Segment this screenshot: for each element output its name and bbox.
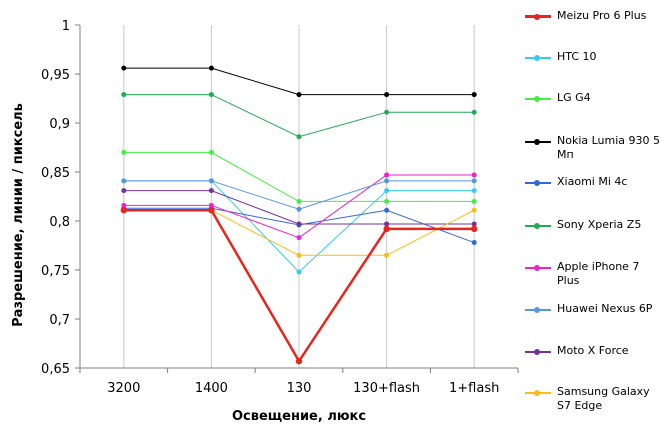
- y-tick-label: 0,7: [49, 313, 70, 328]
- legend-label: Sony Xperia Z5: [557, 218, 642, 231]
- legend-label: HTC 10: [557, 50, 597, 63]
- y-tick-label: 0,95: [41, 68, 70, 83]
- legend-label: Samsung Galaxy S7 Edge: [557, 385, 650, 412]
- series-0: [120, 207, 478, 365]
- data-point: [208, 65, 214, 71]
- y-tick-label: 0,9: [49, 117, 70, 132]
- data-point: [208, 92, 214, 98]
- data-point: [295, 357, 303, 365]
- chart: 0,65 0,7 0,75 0,8 0,85 0,9 0,95 1 3200 1400 130 13…: [11, 19, 519, 424]
- data-point: [208, 149, 214, 155]
- data-point: [121, 149, 127, 155]
- legend-marker: [534, 14, 540, 20]
- series-3: [121, 65, 477, 98]
- legend-marker: [534, 139, 540, 145]
- data-point: [121, 65, 127, 71]
- data-point: [471, 188, 477, 194]
- series-layer: [120, 65, 478, 365]
- data-point: [471, 207, 477, 213]
- data-point: [296, 198, 302, 204]
- legend-marker: [534, 223, 540, 229]
- series-8: [121, 188, 477, 227]
- y-tick-label: 0,75: [41, 264, 70, 279]
- data-point: [208, 188, 214, 194]
- data-point: [296, 134, 302, 140]
- data-point: [296, 269, 302, 275]
- data-point: [471, 198, 477, 204]
- data-point: [384, 172, 390, 178]
- legend-label: Apple iPhone 7 Plus: [557, 260, 640, 287]
- x-tick-label: 1+flash: [449, 381, 499, 396]
- data-point: [296, 235, 302, 241]
- legend-marker: [534, 55, 540, 61]
- data-point: [208, 178, 214, 184]
- legend-marker: [534, 307, 540, 313]
- y-tick-label: 0,8: [49, 215, 70, 230]
- data-point: [384, 198, 390, 204]
- y-axis-title: Разрешение, линии / пиксель: [11, 103, 26, 327]
- legend-label: Huawei Nexus 6P: [557, 302, 653, 315]
- data-point: [471, 109, 477, 115]
- data-point: [121, 92, 127, 98]
- y-tick-label: 0,65: [41, 362, 70, 377]
- series-2: [121, 149, 477, 204]
- legend-label: Nokia Lumia 930 5 Мп: [557, 134, 661, 161]
- data-point: [384, 92, 390, 98]
- data-point: [471, 92, 477, 98]
- data-point: [384, 178, 390, 184]
- data-point: [121, 178, 127, 184]
- series-7: [121, 178, 477, 212]
- x-tick-label: 1400: [195, 381, 228, 396]
- data-point: [471, 172, 477, 178]
- data-point: [121, 202, 127, 208]
- legend-marker: [534, 349, 540, 355]
- data-point: [121, 188, 127, 194]
- data-point: [471, 240, 477, 246]
- series-5: [121, 92, 477, 140]
- legend: Meizu Pro 6 Plus HTC 10 LG G4 Nokia Lumia 9…: [521, 0, 662, 441]
- y-tick-label: 1: [62, 19, 70, 34]
- grid: [79, 25, 518, 369]
- legend-label: Xiaomi Mi 4c: [557, 175, 628, 188]
- data-point: [296, 92, 302, 98]
- legend-marker: [534, 180, 540, 186]
- data-point: [296, 206, 302, 212]
- series-6: [121, 172, 477, 241]
- data-point: [384, 109, 390, 115]
- data-point: [208, 202, 214, 208]
- data-point: [120, 207, 128, 214]
- legend-label: LG G4: [557, 91, 591, 104]
- data-point: [384, 207, 390, 213]
- data-point: [384, 188, 390, 194]
- data-point: [471, 221, 477, 227]
- data-point: [471, 225, 478, 233]
- y-tick-label: 0,85: [41, 166, 70, 181]
- data-point: [296, 221, 302, 227]
- x-tick-label: 130: [287, 381, 312, 396]
- data-point: [296, 252, 302, 258]
- legend-label: Moto X Force: [557, 344, 629, 357]
- y-axis-ticks: 0,65 0,7 0,75 0,8 0,85 0,9 0,95 1: [41, 19, 80, 377]
- x-axis-title: Освещение, люкс: [232, 409, 366, 424]
- legend-marker: [534, 96, 540, 102]
- data-point: [471, 178, 477, 184]
- x-tick-label: 130+flash: [353, 381, 420, 396]
- legend-marker: [534, 390, 540, 396]
- legend-label: Meizu Pro 6 Plus: [557, 9, 647, 22]
- data-point: [383, 225, 390, 233]
- data-point: [208, 207, 215, 214]
- legend-marker: [534, 265, 540, 271]
- x-tick-label: 3200: [107, 381, 140, 396]
- data-point: [384, 221, 390, 227]
- data-point: [384, 252, 390, 258]
- x-axis-ticks: 3200 1400 130 130+flash 1+flash: [79, 368, 519, 396]
